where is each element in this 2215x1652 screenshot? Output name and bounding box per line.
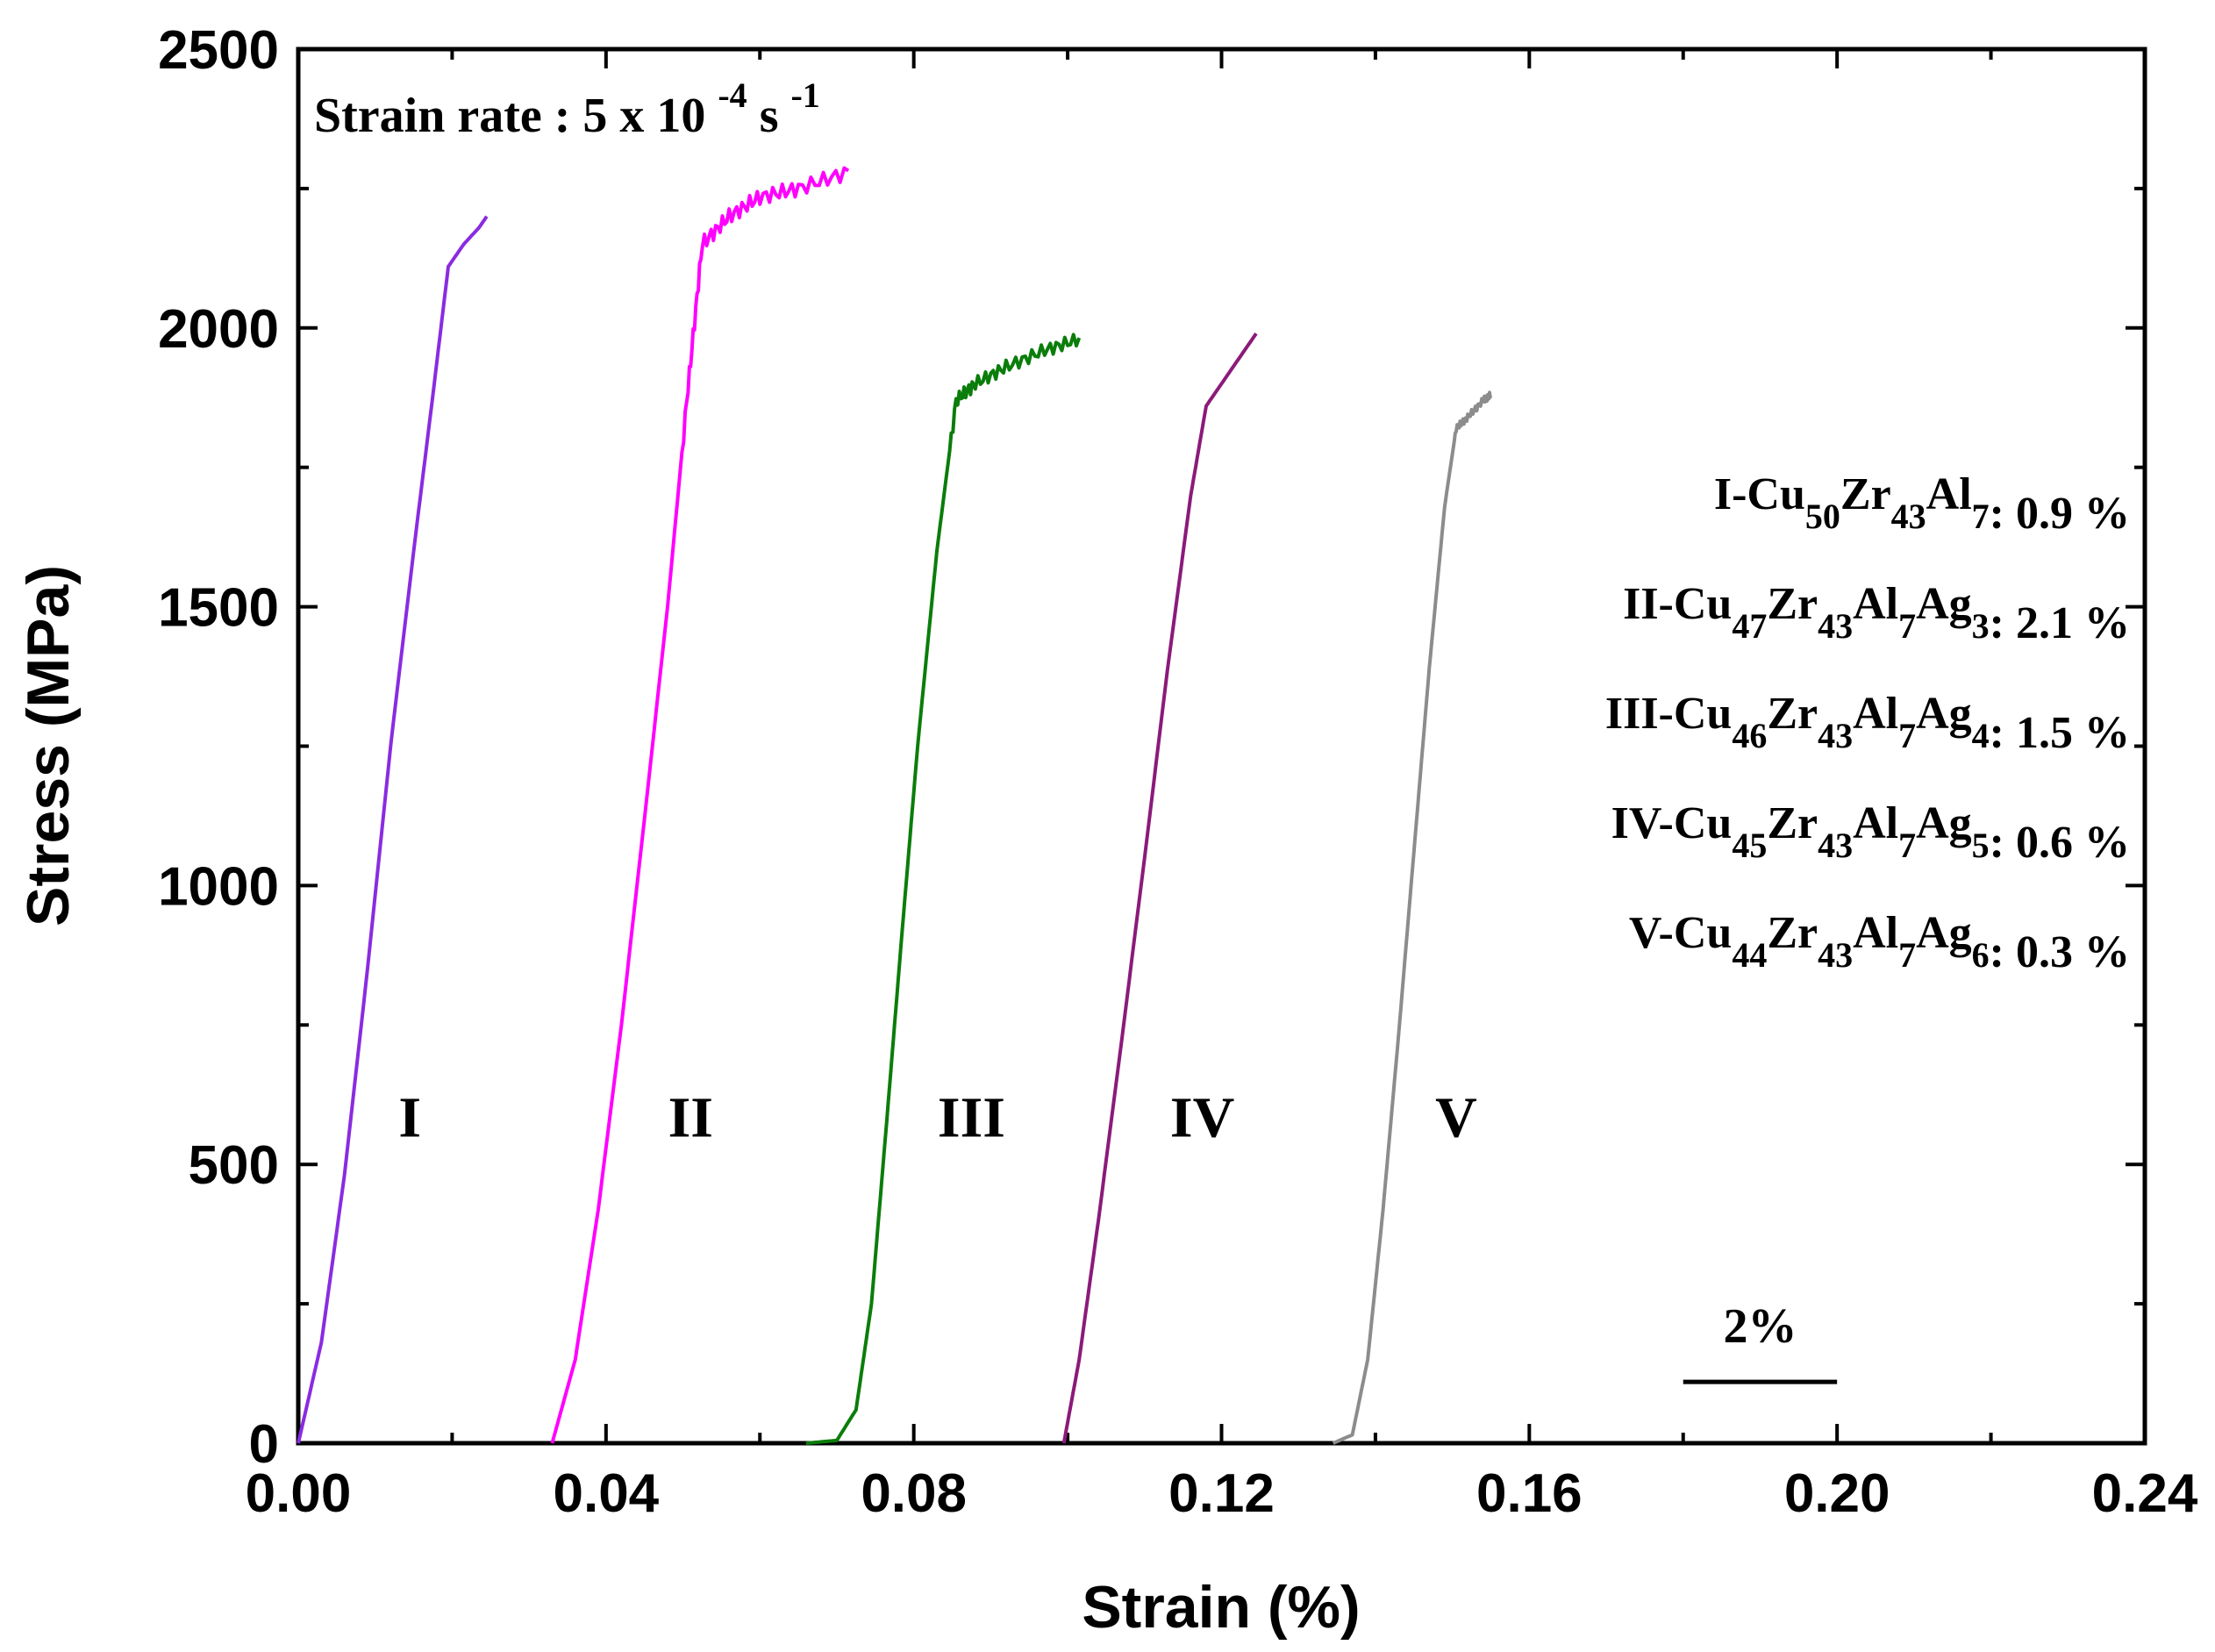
legend-subscript: 43	[1818, 826, 1853, 865]
composition-legend: I-Cu50Zr43Al7: 0.9 %II-Cu47Zr43Al7Ag3: 2…	[1605, 469, 2130, 977]
scale-bar-label: 2%	[1723, 1299, 1797, 1354]
y-tick-label: 2000	[158, 299, 279, 360]
legend-subscript: 44	[1732, 935, 1767, 975]
series-V-curve	[1332, 390, 1493, 1445]
series-I-label: I	[398, 1085, 421, 1149]
y-tick-label: 1000	[158, 856, 279, 917]
x-tick-label: 0.08	[861, 1463, 967, 1524]
y-axis-title: Stress (MPa)	[15, 565, 82, 926]
legend-subscript: 7	[1898, 606, 1916, 646]
strain-rate-annotation: Strain rate : 5 x 10 -4 s -1	[314, 64, 820, 143]
legend-value: : 0.6 %	[1990, 818, 2130, 868]
strain-rate-exponent: -4	[718, 75, 747, 115]
axis-tick-labels: 0.00 0.04 0.08 0.12 0.16 0.20 0.24 0 500 1000 1500…	[158, 20, 2198, 1524]
legend-subscript: 43	[1818, 716, 1853, 755]
legend-element: Zr	[1767, 798, 1818, 848]
legend-element: Ag	[1916, 689, 1972, 739]
legend-prefix: IV-Cu	[1611, 798, 1733, 848]
strain-rate-prefix: Strain rate : 5 x 10	[314, 89, 705, 143]
legend-subscript: 7	[1972, 497, 1990, 536]
legend-prefix: V-Cu	[1629, 908, 1732, 958]
series-II-curve	[550, 166, 850, 1444]
y-tick-label: 0	[249, 1414, 279, 1475]
legend-element: Al	[1853, 579, 1898, 629]
legend-subscript: 3	[1972, 606, 1990, 646]
strain-rate-unit: s	[760, 89, 779, 143]
legend-subscript: 43	[1818, 935, 1853, 975]
legend-prefix: I-Cu	[1714, 469, 1805, 519]
legend-element: Al	[1853, 798, 1898, 848]
legend-subscript: 43	[1818, 606, 1853, 646]
legend-prefix: III-Cu	[1605, 689, 1733, 739]
legend-element: Ag	[1916, 908, 1972, 958]
legend-element: Zr	[1767, 908, 1818, 958]
legend-subscript: 7	[1898, 826, 1916, 865]
legend-entry-III: III-Cu46Zr43Al7Ag4: 1.5 %	[1605, 689, 2130, 758]
legend-value: : 2.1 %	[1990, 598, 2130, 648]
legend-subscript: 43	[1891, 497, 1926, 536]
x-tick-label: 0.20	[1784, 1463, 1890, 1524]
series-IV-label: IV	[1170, 1085, 1234, 1149]
legend-subscript: 5	[1972, 826, 1990, 865]
legend-subscript: 7	[1898, 716, 1916, 755]
legend-entry-IV: IV-Cu45Zr43Al7Ag5: 0.6 %	[1611, 798, 2130, 868]
legend-element: Zr	[1767, 579, 1818, 629]
legend-value: : 0.9 %	[1990, 489, 2130, 539]
legend-subscript: 7	[1898, 935, 1916, 975]
legend-subscript: 50	[1805, 497, 1840, 536]
x-axis-title: Strain (%)	[1082, 1574, 1360, 1641]
legend-element: Al	[1926, 469, 1972, 519]
legend-element: Zr	[1840, 469, 1891, 519]
curve-labels: I II III IV V	[398, 1085, 1477, 1149]
legend-element: Ag	[1916, 579, 1972, 629]
x-tick-label: 0.12	[1168, 1463, 1275, 1524]
series-III-label: III	[938, 1085, 1005, 1149]
legend-subscript: 45	[1732, 826, 1767, 865]
legend-prefix: II-Cu	[1623, 579, 1732, 629]
legend-value: : 0.3 %	[1990, 927, 2130, 977]
data-curves	[297, 166, 1493, 1445]
legend-entry-I: I-Cu50Zr43Al7: 0.9 %	[1714, 469, 2130, 539]
series-II-label: II	[668, 1085, 713, 1149]
legend-element: Zr	[1767, 689, 1818, 739]
x-tick-label: 0.00	[246, 1463, 352, 1524]
x-tick-label: 0.04	[553, 1463, 659, 1524]
y-tick-label: 500	[189, 1135, 279, 1196]
series-I-curve	[297, 215, 489, 1444]
y-tick-label: 1500	[158, 578, 279, 639]
legend-element: Al	[1853, 908, 1898, 958]
legend-subscript: 6	[1972, 935, 1990, 975]
legend-entry-V: V-Cu44Zr43Al7Ag6: 0.3 %	[1629, 908, 2130, 977]
legend-value: : 1.5 %	[1990, 708, 2130, 758]
strain-rate-unit-exponent: -1	[790, 75, 819, 115]
legend-subscript: 4	[1972, 716, 1990, 755]
series-III-curve	[805, 333, 1082, 1445]
legend-subscript: 47	[1732, 606, 1767, 646]
x-tick-label: 0.16	[1476, 1463, 1583, 1524]
y-tick-label: 2500	[158, 20, 279, 81]
plot-frame	[296, 46, 2147, 1446]
legend-element: Al	[1853, 689, 1898, 739]
legend-element: Ag	[1916, 798, 1972, 848]
axis-ticks	[297, 47, 2147, 1445]
legend-entry-II: II-Cu47Zr43Al7Ag3: 2.1 %	[1623, 579, 2130, 648]
series-IV-curve	[1061, 333, 1258, 1444]
x-tick-label: 0.24	[2092, 1463, 2198, 1524]
legend-subscript: 46	[1732, 716, 1767, 755]
series-V-label: V	[1435, 1085, 1477, 1149]
